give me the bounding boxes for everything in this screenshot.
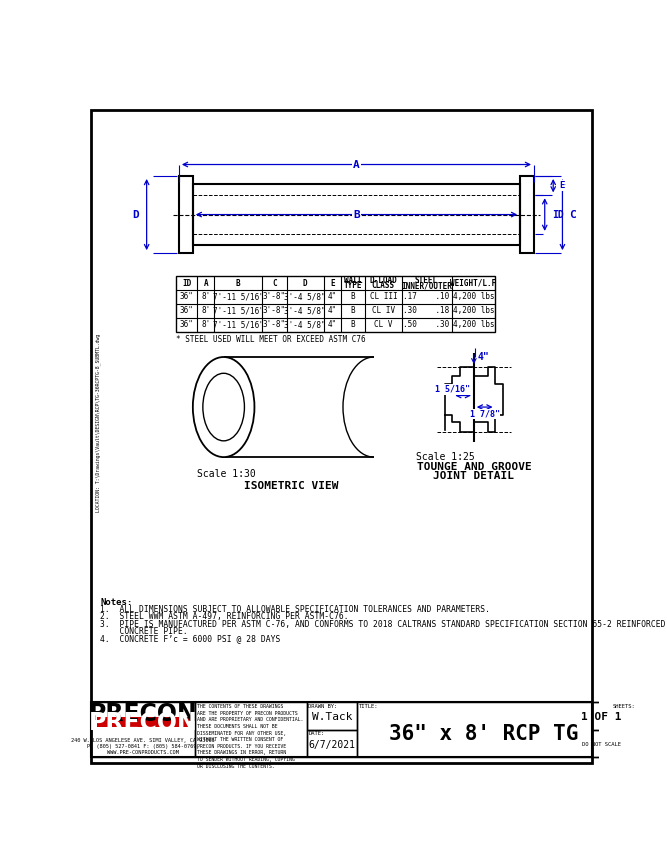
Text: P: (805) 527-0841 F: (805) 584-0769,: P: (805) 527-0841 F: (805) 584-0769,	[87, 744, 199, 749]
Text: DRAWN BY:: DRAWN BY:	[308, 703, 338, 708]
Text: TYPE: TYPE	[344, 282, 362, 290]
Text: 3'-8": 3'-8"	[263, 321, 286, 329]
Text: B: B	[236, 278, 241, 288]
Polygon shape	[223, 357, 374, 457]
Text: 6/7/2021: 6/7/2021	[308, 740, 356, 750]
Text: 3'-8": 3'-8"	[263, 307, 286, 315]
Text: CL V: CL V	[374, 321, 393, 329]
Text: DATE:: DATE:	[308, 731, 325, 736]
Text: ISOMETRIC VIEW: ISOMETRIC VIEW	[243, 481, 338, 492]
Bar	[592, 702, 611, 730]
Text: WWW.PRE-CONPRODUCTS.COM: WWW.PRE-CONPRODUCTS.COM	[107, 750, 179, 755]
Text: CL III: CL III	[370, 292, 398, 302]
Text: 7'-11 5/16": 7'-11 5/16"	[213, 307, 263, 315]
Text: B: B	[351, 321, 356, 329]
Text: 4,200 lbs: 4,200 lbs	[453, 292, 494, 302]
Text: 8': 8'	[201, 321, 211, 329]
Text: 3'-4 5/8": 3'-4 5/8"	[284, 321, 326, 329]
Text: TITLE:: TITLE:	[359, 703, 379, 708]
Text: 4.  CONCRETE F’c = 6000 PSI @ 28 DAYS: 4. CONCRETE F’c = 6000 PSI @ 28 DAYS	[101, 634, 281, 643]
Text: B: B	[351, 292, 356, 302]
Text: 7'-11 5/16": 7'-11 5/16"	[213, 321, 263, 329]
Text: ID: ID	[552, 210, 564, 219]
Text: W.Tack: W.Tack	[311, 712, 352, 722]
Text: A: A	[353, 160, 360, 169]
Text: 2.  STEEL WWM ASTM A-497, REINFORCING PER ASTM-C76.: 2. STEEL WWM ASTM A-497, REINFORCING PER…	[101, 613, 349, 621]
Text: 7'-11 5/16": 7'-11 5/16"	[213, 292, 263, 302]
Text: PRECON: PRECON	[89, 711, 197, 734]
Bar	[195, 702, 307, 758]
Bar	[97, 717, 189, 727]
Bar	[357, 702, 611, 758]
Text: * STEEL USED WILL MEET OR EXCEED ASTM C76: * STEEL USED WILL MEET OR EXCEED ASTM C7…	[176, 334, 366, 344]
Text: STEEL: STEEL	[415, 276, 438, 285]
Bar	[520, 176, 534, 253]
Text: 1 OF 1: 1 OF 1	[582, 712, 622, 722]
Text: 1 5/16": 1 5/16"	[435, 384, 470, 394]
Text: CLASS: CLASS	[372, 282, 395, 290]
Text: DO NOT SCALE: DO NOT SCALE	[582, 742, 621, 747]
Ellipse shape	[193, 357, 254, 457]
Text: THE CONTENTS OF THESE DRAWINGS
ARE THE PROPERTY OF PRECON PRODUCTS
AND ARE PROPR: THE CONTENTS OF THESE DRAWINGS ARE THE P…	[197, 704, 304, 769]
Bar	[176, 276, 496, 332]
Text: LOCATION: T:\Drawings\Vault\DESIGN\RCP\TG-36RCPTG-8_SUBMTL.dwg: LOCATION: T:\Drawings\Vault\DESIGN\RCP\T…	[95, 334, 101, 511]
Text: 4": 4"	[478, 352, 490, 362]
Text: WALL: WALL	[344, 276, 362, 285]
Text: 36": 36"	[179, 307, 193, 315]
Text: 1.  ALL DIMENSIONS SUBJECT TO ALLOWABLE SPECIFICATION TOLERANCES AND PARAMETERS.: 1. ALL DIMENSIONS SUBJECT TO ALLOWABLE S…	[101, 605, 490, 614]
Text: B: B	[351, 307, 356, 315]
Text: TOUNGE AND GROOVE: TOUNGE AND GROOVE	[416, 462, 532, 472]
Bar	[91, 702, 195, 758]
Text: .50    .30: .50 .30	[404, 321, 450, 329]
Text: SHEETS:: SHEETS:	[612, 703, 635, 708]
Text: D: D	[303, 278, 307, 288]
Text: JOINT DETAIL: JOINT DETAIL	[434, 472, 514, 481]
Text: D-LOAD: D-LOAD	[370, 276, 398, 285]
Bar	[592, 730, 611, 758]
Text: CL IV: CL IV	[372, 307, 395, 315]
Text: B: B	[353, 210, 360, 219]
Bar	[307, 702, 357, 730]
Text: .30    .18: .30 .18	[404, 307, 450, 315]
Text: Scale 1:30: Scale 1:30	[197, 469, 255, 479]
Text: 4,200 lbs: 4,200 lbs	[453, 307, 494, 315]
Text: E: E	[560, 181, 565, 190]
Text: 36": 36"	[179, 321, 193, 329]
Text: Notes:: Notes:	[101, 598, 133, 607]
Text: CONCRETE PIPE.: CONCRETE PIPE.	[101, 627, 188, 636]
Bar	[179, 176, 193, 253]
Text: 3'-4 5/8": 3'-4 5/8"	[284, 292, 326, 302]
Bar	[91, 702, 592, 758]
Text: 240 W. LOS ANGELESE AVE. SIMI VALLEY, CA 93065: 240 W. LOS ANGELESE AVE. SIMI VALLEY, CA…	[71, 738, 215, 743]
Text: A: A	[203, 278, 208, 288]
Text: 36": 36"	[179, 292, 193, 302]
Text: 3'-8": 3'-8"	[263, 292, 286, 302]
Text: 4,200 lbs: 4,200 lbs	[453, 321, 494, 329]
Text: E: E	[330, 278, 335, 288]
Text: 4": 4"	[327, 321, 337, 329]
Text: ID: ID	[182, 278, 191, 288]
Text: 36" x 8' RCP TG: 36" x 8' RCP TG	[390, 724, 578, 744]
Bar	[307, 730, 357, 758]
Text: C: C	[272, 278, 277, 288]
Text: 3.  PIPE IS MANUFACTURED PER ASTM C-76, AND CONFORMS TO 2018 CALTRANS STANDARD S: 3. PIPE IS MANUFACTURED PER ASTM C-76, A…	[101, 619, 666, 629]
Text: 8': 8'	[201, 292, 211, 302]
Text: D: D	[132, 210, 139, 219]
Text: 1 7/8": 1 7/8"	[470, 410, 500, 418]
Text: INNER/OUTER: INNER/OUTER	[401, 282, 452, 290]
Text: C: C	[570, 210, 576, 219]
Text: 4": 4"	[327, 307, 337, 315]
Text: WEIGHT/L.F: WEIGHT/L.F	[450, 278, 497, 288]
Bar	[193, 184, 520, 245]
Text: .17    .10: .17 .10	[404, 292, 450, 302]
Text: Scale 1:25: Scale 1:25	[416, 452, 475, 462]
Text: PRECON: PRECON	[89, 702, 197, 727]
Text: 3'-4 5/8": 3'-4 5/8"	[284, 307, 326, 315]
Text: 8': 8'	[201, 307, 211, 315]
Text: 4": 4"	[327, 292, 337, 302]
